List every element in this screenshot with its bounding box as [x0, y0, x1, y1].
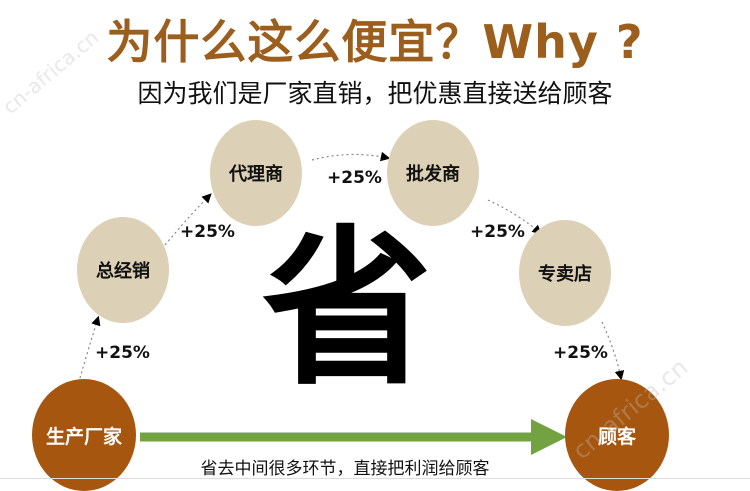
node-label: 专卖店 [538, 264, 592, 285]
markup-label: +25% [95, 343, 150, 363]
node-wholesaler: 批发商 [387, 120, 479, 226]
markup-label: +25% [180, 222, 235, 242]
markup-label: +25% [553, 343, 608, 363]
dashed-arrow-1 [79, 315, 101, 379]
dashed-arrow-5 [601, 321, 625, 381]
node-general-distributor: 总经销 [77, 217, 169, 323]
dashed-arrow-2 [164, 193, 212, 246]
dashed-arrow-3 [311, 151, 391, 162]
node-manufacturer: 生产厂家 [32, 379, 136, 491]
save-character: 省 [262, 211, 433, 409]
page-title: 为什么这么便宜？Why ? [106, 15, 644, 69]
node-label: 顾客 [597, 425, 636, 448]
node-label: 代理商 [229, 164, 283, 185]
markup-label: +25% [327, 168, 382, 188]
markup-label: +25% [470, 222, 525, 242]
node-agent: 代理商 [210, 120, 302, 226]
node-customer: 顾客 [565, 379, 669, 491]
node-label: 总经销 [96, 261, 150, 282]
subtitle: 因为我们是厂家直销，把优惠直接送给顾客 [137, 79, 613, 108]
node-label: 批发商 [406, 164, 460, 185]
bottom-caption: 省去中间很多环节，直接把利润给顾客 [200, 459, 490, 479]
node-label: 生产厂家 [45, 425, 122, 448]
dashed-arrow-4 [487, 199, 542, 235]
node-store: 专卖店 [519, 220, 611, 326]
divider [0, 478, 750, 479]
